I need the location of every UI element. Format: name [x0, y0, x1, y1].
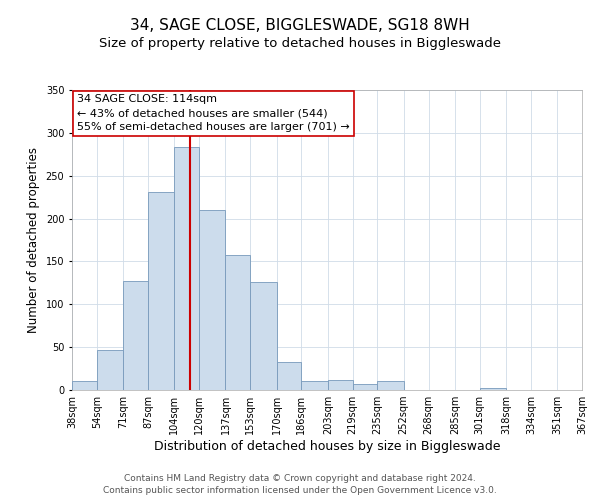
- Bar: [479, 388, 506, 390]
- Text: 34, SAGE CLOSE, BIGGLESWADE, SG18 8WH: 34, SAGE CLOSE, BIGGLESWADE, SG18 8WH: [130, 18, 470, 32]
- Y-axis label: Number of detached properties: Number of detached properties: [27, 147, 40, 333]
- Text: Contains HM Land Registry data © Crown copyright and database right 2024.
Contai: Contains HM Land Registry data © Crown c…: [103, 474, 497, 495]
- Bar: [328, 380, 353, 390]
- Text: 34 SAGE CLOSE: 114sqm
← 43% of detached houses are smaller (544)
55% of semi-det: 34 SAGE CLOSE: 114sqm ← 43% of detached …: [77, 94, 350, 132]
- Bar: [377, 382, 404, 390]
- Bar: [148, 192, 175, 390]
- Bar: [199, 210, 226, 390]
- Bar: [72, 382, 97, 390]
- Bar: [301, 380, 328, 390]
- Bar: [582, 388, 600, 390]
- Bar: [226, 256, 250, 390]
- Bar: [175, 148, 199, 390]
- Bar: [277, 362, 301, 390]
- Text: Size of property relative to detached houses in Biggleswade: Size of property relative to detached ho…: [99, 38, 501, 51]
- Bar: [97, 350, 123, 390]
- Bar: [123, 281, 148, 390]
- Bar: [353, 384, 377, 390]
- X-axis label: Distribution of detached houses by size in Biggleswade: Distribution of detached houses by size …: [154, 440, 500, 453]
- Bar: [250, 282, 277, 390]
